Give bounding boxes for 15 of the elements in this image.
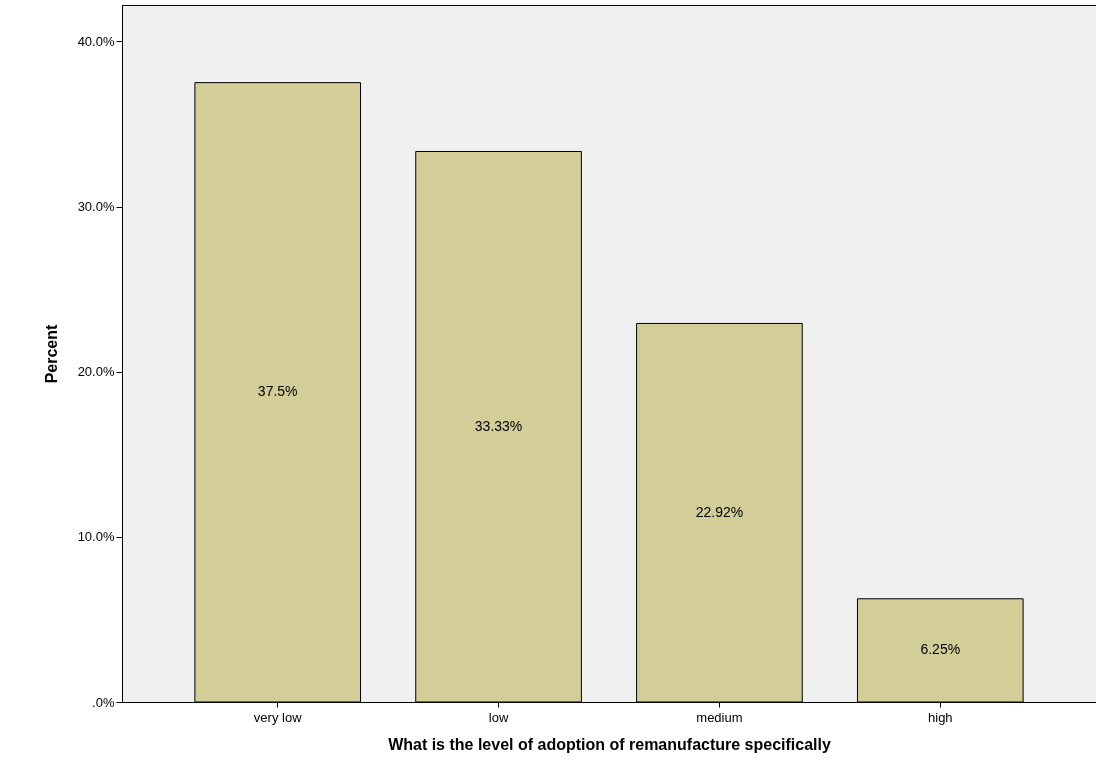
data-label: 6.25%	[920, 641, 961, 658]
x-tick-label: low	[488, 709, 509, 725]
data-label: 33.33%	[474, 417, 523, 434]
data-label: 37.5%	[257, 383, 298, 400]
x-tick-label: high	[928, 709, 953, 725]
y-tick-label: 30.0%	[77, 199, 115, 214]
y-tick-label: .0%	[92, 694, 115, 710]
y-axis-title: Percent	[42, 323, 60, 384]
y-tick-label: 10.0%	[77, 529, 115, 545]
x-tick-label: very low	[253, 709, 303, 725]
x-axis-title: What is the level of adoption of remanufacture specifically	[388, 735, 831, 753]
y-tick-label: 40.0%	[77, 33, 115, 49]
data-label: 22.92%	[695, 503, 744, 520]
y-tick-label: 20.0%	[77, 364, 115, 380]
x-tick-label: medium	[696, 709, 743, 725]
